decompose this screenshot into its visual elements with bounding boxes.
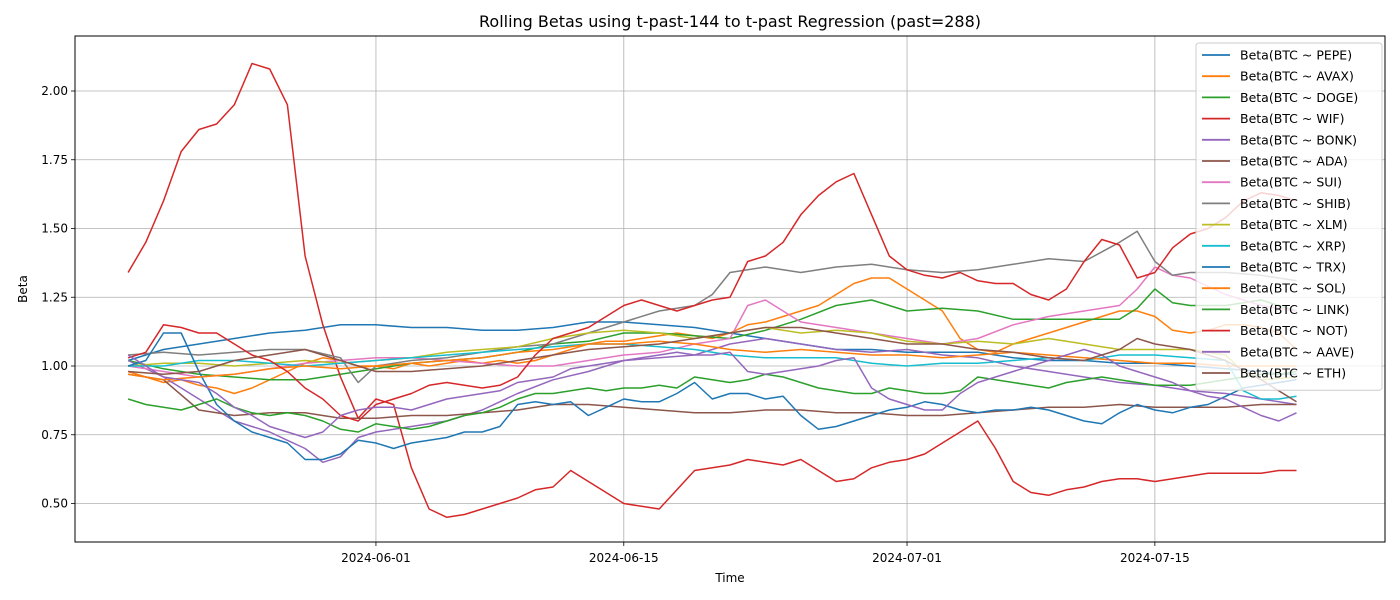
plot-frame	[74, 35, 1386, 543]
legend-label: Beta(BTC ~ TRX)	[1240, 260, 1346, 275]
x-tick-label: 2024-07-15	[1120, 551, 1190, 565]
y-tick-label: 0.50	[41, 497, 68, 511]
series-line-5	[127, 373, 1297, 420]
legend-box	[1195, 42, 1383, 391]
legend-label: Beta(BTC ~ WIF)	[1240, 111, 1344, 126]
chart-title: Rolling Betas using t-past-144 to t-past…	[479, 12, 981, 31]
y-tick-label: 0.75	[41, 428, 68, 442]
series-line-11	[127, 340, 1297, 381]
y-tick-label: 1.00	[41, 359, 68, 373]
x-tick-label: 2024-06-01	[341, 551, 411, 565]
x-tick-label: 2024-06-15	[589, 551, 659, 565]
legend-label: Beta(BTC ~ BONK)	[1240, 132, 1357, 147]
series-line-4	[127, 337, 1297, 464]
series-line-12	[127, 370, 1297, 433]
series-line-1	[127, 277, 1298, 395]
legend-label: Beta(BTC ~ NOT)	[1240, 323, 1348, 338]
x-axis-title: Time	[714, 571, 744, 585]
plot-area	[75, 36, 1385, 542]
series-line-2	[127, 288, 1297, 381]
y-tick-label: 1.50	[41, 222, 68, 236]
y-axis-title: Beta	[16, 275, 30, 303]
legend: Beta(BTC ~ PEPE) Beta(BTC ~ AVAX) Beta(BTC…	[1195, 42, 1383, 391]
series-line-3	[127, 62, 1297, 519]
series-line-10	[127, 332, 1297, 461]
series-line-15	[128, 326, 1297, 403]
y-tick-label: 2.00	[41, 84, 68, 98]
legend-label: Beta(BTC ~ ADA)	[1240, 154, 1348, 169]
legend-label: Beta(BTC ~ XLM)	[1240, 217, 1348, 232]
series-line-13	[127, 172, 1297, 422]
axes: 2024-06-01 2024-06-15 2024-07-01 2024-07-15…	[41, 84, 1189, 565]
legend-label: Beta(BTC ~ LINK)	[1240, 302, 1349, 317]
grid-lines	[75, 36, 1385, 542]
legend-label: Beta(BTC ~ SOL)	[1240, 281, 1346, 296]
legend-label: Beta(BTC ~ AAVE)	[1240, 344, 1354, 359]
series-lines	[127, 62, 1298, 519]
legend-label: Beta(BTC ~ AVAX)	[1240, 69, 1354, 84]
legend-label: Beta(BTC ~ SHIB)	[1240, 196, 1351, 211]
legend-label: Beta(BTC ~ DOGE)	[1240, 90, 1358, 105]
series-line-9	[128, 343, 1297, 400]
legend-label: Beta(BTC ~ PEPE)	[1240, 48, 1352, 63]
legend-label: Beta(BTC ~ XRP)	[1240, 238, 1346, 253]
legend-label: Beta(BTC ~ ETH)	[1240, 366, 1346, 381]
legend-label: Beta(BTC ~ SUI)	[1240, 175, 1342, 190]
y-tick-label: 1.75	[41, 153, 68, 167]
x-tick-label: 2024-07-01	[872, 551, 942, 565]
y-tick-label: 1.25	[41, 290, 68, 304]
